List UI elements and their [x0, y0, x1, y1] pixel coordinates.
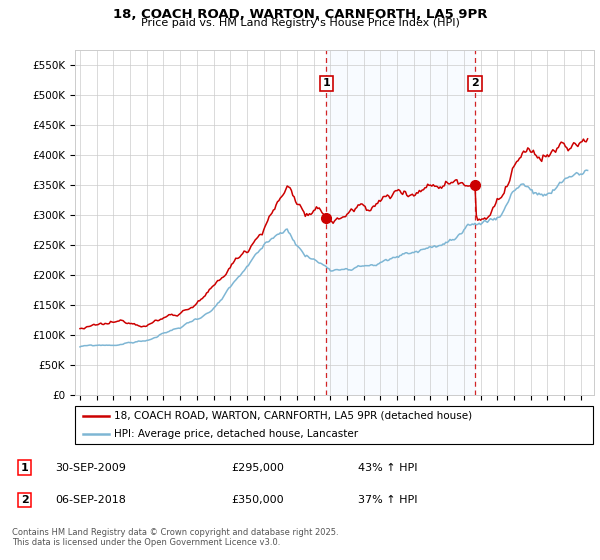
Text: £295,000: £295,000: [231, 463, 284, 473]
Text: Price paid vs. HM Land Registry's House Price Index (HPI): Price paid vs. HM Land Registry's House …: [140, 18, 460, 28]
Bar: [326, 50, 475, 395]
FancyBboxPatch shape: [75, 405, 593, 445]
Text: 2: 2: [20, 495, 28, 505]
Text: Contains HM Land Registry data © Crown copyright and database right 2025.
This d: Contains HM Land Registry data © Crown c…: [12, 528, 338, 547]
Text: 06-SEP-2018: 06-SEP-2018: [55, 495, 126, 505]
Text: 37% ↑ HPI: 37% ↑ HPI: [358, 495, 417, 505]
Text: 18, COACH ROAD, WARTON, CARNFORTH, LA5 9PR (detached house): 18, COACH ROAD, WARTON, CARNFORTH, LA5 9…: [114, 411, 472, 421]
Text: 30-SEP-2009: 30-SEP-2009: [55, 463, 126, 473]
Text: 43% ↑ HPI: 43% ↑ HPI: [358, 463, 417, 473]
Text: HPI: Average price, detached house, Lancaster: HPI: Average price, detached house, Lanc…: [114, 430, 358, 439]
Text: £350,000: £350,000: [231, 495, 284, 505]
Text: 1: 1: [322, 78, 330, 88]
Text: 1: 1: [20, 463, 28, 473]
Text: 2: 2: [471, 78, 479, 88]
Text: 18, COACH ROAD, WARTON, CARNFORTH, LA5 9PR: 18, COACH ROAD, WARTON, CARNFORTH, LA5 9…: [113, 8, 487, 21]
